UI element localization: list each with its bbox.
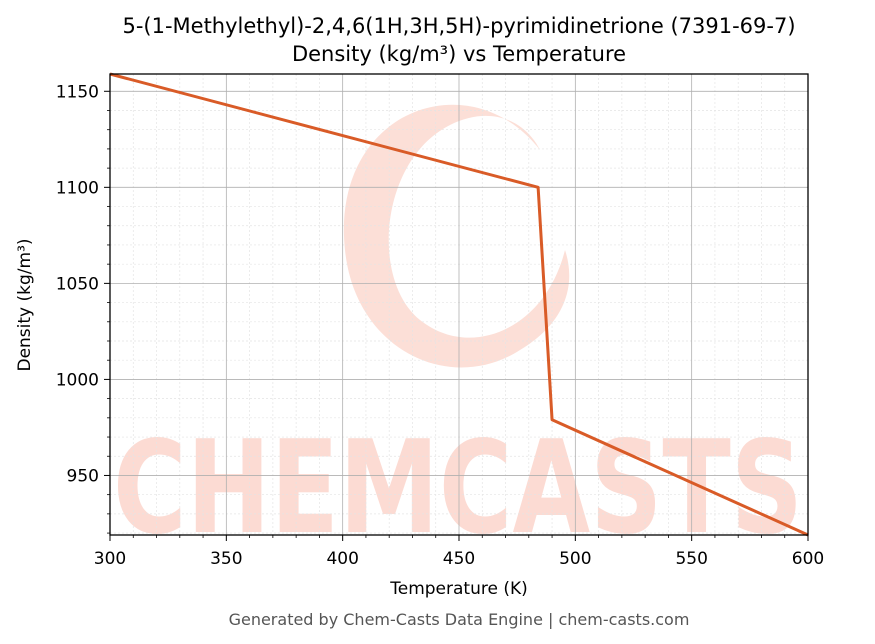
- y-tick-label: 1000: [56, 370, 99, 390]
- y-tick-label: 1100: [56, 178, 99, 198]
- watermark-logo: CHEMCASTS: [113, 104, 803, 563]
- chart-title: 5-(1-Methylethyl)-2,4,6(1H,3H,5H)-pyrimi…: [122, 14, 795, 38]
- watermark-text: CHEMCASTS: [113, 414, 803, 563]
- footer-credit: Generated by Chem-Casts Data Engine | ch…: [229, 610, 690, 629]
- y-tick-label: 1050: [56, 274, 99, 294]
- y-tick-label: 950: [67, 466, 99, 486]
- x-tick-label: 350: [210, 549, 242, 569]
- x-tick-label: 300: [94, 549, 126, 569]
- x-tick-label: 400: [326, 549, 358, 569]
- y-tick-label: 1150: [56, 82, 99, 102]
- watermark-swirl: [343, 104, 570, 368]
- x-tick-label: 550: [675, 549, 707, 569]
- x-tick-label: 500: [559, 549, 591, 569]
- y-axis-label: Density (kg/m³): [15, 238, 35, 371]
- density-series-line: [109, 72, 809, 537]
- chart-subtitle: Density (kg/m³) vs Temperature: [292, 42, 626, 66]
- x-tick-label: 450: [443, 549, 475, 569]
- x-axis-label: Temperature (K): [389, 579, 528, 599]
- series-layer: [109, 72, 809, 537]
- major-grid: [109, 74, 809, 535]
- x-axis: 300 350 400 450 500 550 600: [94, 535, 824, 569]
- y-axis: 950 1000 1050 1100 1150: [56, 82, 110, 534]
- x-tick-label: 600: [792, 549, 824, 569]
